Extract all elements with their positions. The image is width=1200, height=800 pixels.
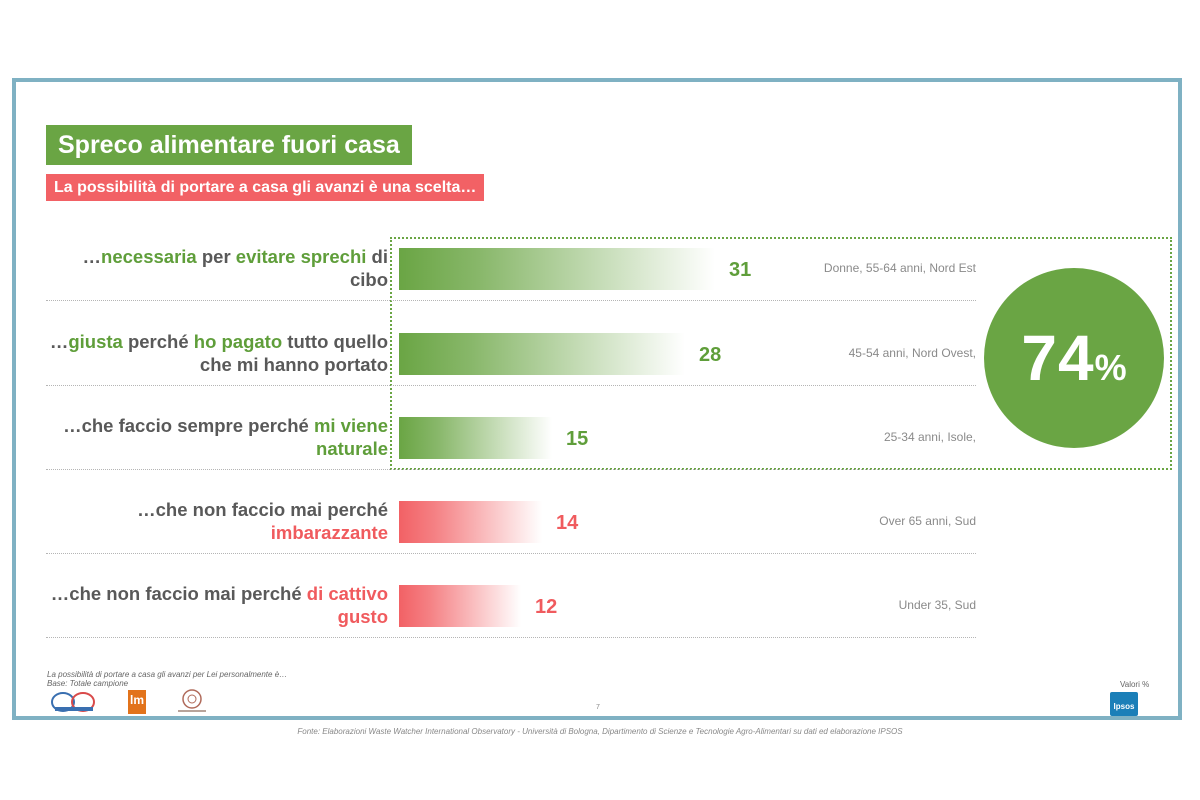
footnote-question: La possibilità di portare a casa gli ava…: [47, 670, 288, 679]
bar-value-5: 12: [535, 596, 558, 618]
bar-label-part: di cibo: [349, 246, 388, 290]
bar-label-part: …che non faccio mai perché: [137, 499, 388, 520]
bar-label-part: ho pagato: [193, 331, 283, 352]
bar-label-2: …giusta perché ho pagato tutto quello ch…: [40, 330, 388, 376]
units-label: Valori %: [1120, 680, 1150, 689]
demographic-note-2: 45-54 anni, Nord Ovest,: [848, 346, 976, 360]
demographic-note-4: Over 65 anni, Sud: [879, 514, 976, 528]
bar-label-part: …: [49, 331, 69, 352]
slide-subtitle: La possibilità di portare a casa gli ava…: [46, 174, 485, 201]
bar-value-3: 15: [566, 428, 589, 450]
page-number: 7: [596, 704, 600, 711]
bar-label-part: di cattivo gusto: [306, 583, 388, 627]
footnote-base: Base: Totale campione: [47, 679, 129, 688]
bar-4: [399, 501, 542, 543]
source-note: Fonte: Elaborazioni Waste Watcher Intern…: [297, 727, 903, 736]
demographic-note-3: 25-34 anni, Isole,: [883, 430, 976, 444]
summary-circle: 74%: [984, 268, 1164, 448]
row-separator: [46, 553, 976, 554]
university-seal-logo: [172, 688, 212, 714]
bar-label-part: mi viene naturale: [313, 415, 388, 459]
bar-label-part: …: [82, 246, 102, 267]
waste-watcher-logo: [49, 690, 99, 714]
demographic-note-5: Under 35, Sud: [898, 598, 976, 612]
row-separator: [46, 300, 976, 301]
slide-title: Spreco alimentare fuori casa: [46, 125, 412, 165]
bar-1: [399, 248, 715, 290]
demographic-note-1: Donne, 55-64 anni, Nord Est: [823, 261, 976, 275]
bar-label-4: …che non faccio mai perché imbarazzante: [40, 498, 388, 544]
bar-label-part: …che faccio sempre perché: [63, 415, 314, 436]
bar-value-4: 14: [556, 512, 579, 534]
row-separator: [46, 637, 976, 638]
bar-value-1: 31: [729, 259, 752, 281]
summary-value: 74: [1021, 322, 1095, 394]
bar-label-part: necessaria: [101, 246, 197, 267]
bar-2: [399, 333, 685, 375]
row-separator: [46, 385, 976, 386]
bar-5: [399, 585, 521, 627]
bar-label-5: …che non faccio mai perché di cattivo gu…: [40, 582, 388, 628]
bar-3: [399, 417, 552, 459]
bar-label-part: tutto quello che mi hanno portato: [199, 331, 388, 375]
bar-label-part: evitare sprechi: [235, 246, 367, 267]
bar-label-part: per: [196, 246, 236, 267]
bar-label-part: …che non faccio mai perché: [50, 583, 307, 604]
row-separator: [46, 469, 976, 470]
bar-label-part: perché: [122, 331, 194, 352]
bar-label-part: giusta: [68, 331, 123, 352]
bar-label-part: imbarazzante: [270, 522, 388, 543]
bar-value-2: 28: [699, 344, 722, 366]
ipsos-logo: Ipsos: [1110, 692, 1138, 716]
bar-label-1: …necessaria per evitare sprechi di cibo: [40, 245, 388, 291]
footnote: La possibilità di portare a casa gli ava…: [47, 670, 287, 688]
bar-label-3: …che faccio sempre perché mi viene natur…: [40, 414, 388, 460]
summary-percent-sign: %: [1094, 347, 1127, 388]
lm-logo: lm: [128, 690, 146, 714]
